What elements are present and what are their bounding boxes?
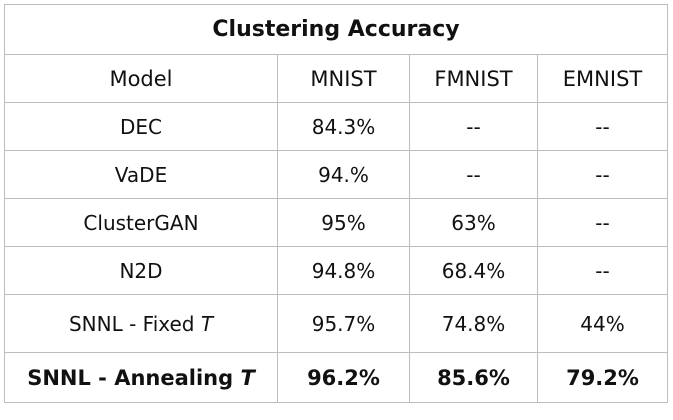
value-cell: 63% xyxy=(409,198,538,247)
model-name: SNNL - Fixed xyxy=(68,311,201,336)
value-cell: 44% xyxy=(536,294,669,353)
model-cell: SNNL - Fixed T xyxy=(4,294,278,353)
value-cell: 94.% xyxy=(277,150,410,199)
value-cell: -- xyxy=(409,150,538,199)
model-name: N2D xyxy=(119,258,163,283)
model-cell: VaDE xyxy=(4,150,278,199)
model-cell: SNNL - Annealing T xyxy=(4,352,278,403)
table-title: Clustering Accuracy xyxy=(3,4,669,55)
table-row: ClusterGAN 95% 63% -- xyxy=(4,198,669,247)
column-header-fmnist: FMNIST xyxy=(409,54,538,103)
model-cell: ClusterGAN xyxy=(4,198,278,247)
value-cell: 95.7% xyxy=(277,294,410,353)
column-header-emnist: EMNIST xyxy=(536,54,669,103)
value-cell: 79.2% xyxy=(536,352,669,403)
value-cell: 96.2% xyxy=(277,352,410,403)
model-cell: DEC xyxy=(4,102,278,151)
value-cell: -- xyxy=(536,246,669,295)
value-cell: -- xyxy=(536,150,669,199)
value-cell: -- xyxy=(536,102,669,151)
table-row-best: SNNL - Annealing T 96.2% 85.6% 79.2% xyxy=(4,352,669,403)
value-cell: 74.8% xyxy=(409,294,538,353)
value-cell: -- xyxy=(536,198,669,247)
clustering-accuracy-table: Clustering Accuracy Model MNIST FMNIST E… xyxy=(3,4,669,403)
value-cell: 94.8% xyxy=(277,246,410,295)
table-row: SNNL - Fixed T 95.7% 74.8% 44% xyxy=(4,294,669,353)
table-row: N2D 94.8% 68.4% -- xyxy=(4,246,669,295)
model-name: VaDE xyxy=(114,162,168,187)
value-cell: 85.6% xyxy=(409,352,538,403)
value-cell: 95% xyxy=(277,198,410,247)
column-header-model: Model xyxy=(4,54,278,103)
value-cell: 84.3% xyxy=(277,102,410,151)
model-name: DEC xyxy=(119,114,162,139)
model-name-italic-suffix: T xyxy=(240,365,255,390)
model-name: SNNL - Annealing xyxy=(27,365,241,390)
table-row: DEC 84.3% -- -- xyxy=(4,102,669,151)
table-row: VaDE 94.% -- -- xyxy=(4,150,669,199)
column-header-mnist: MNIST xyxy=(277,54,410,103)
value-cell: -- xyxy=(409,102,538,151)
value-cell: 68.4% xyxy=(409,246,538,295)
model-cell: N2D xyxy=(4,246,278,295)
model-name: ClusterGAN xyxy=(83,210,199,235)
model-name-italic-suffix: T xyxy=(200,311,214,336)
